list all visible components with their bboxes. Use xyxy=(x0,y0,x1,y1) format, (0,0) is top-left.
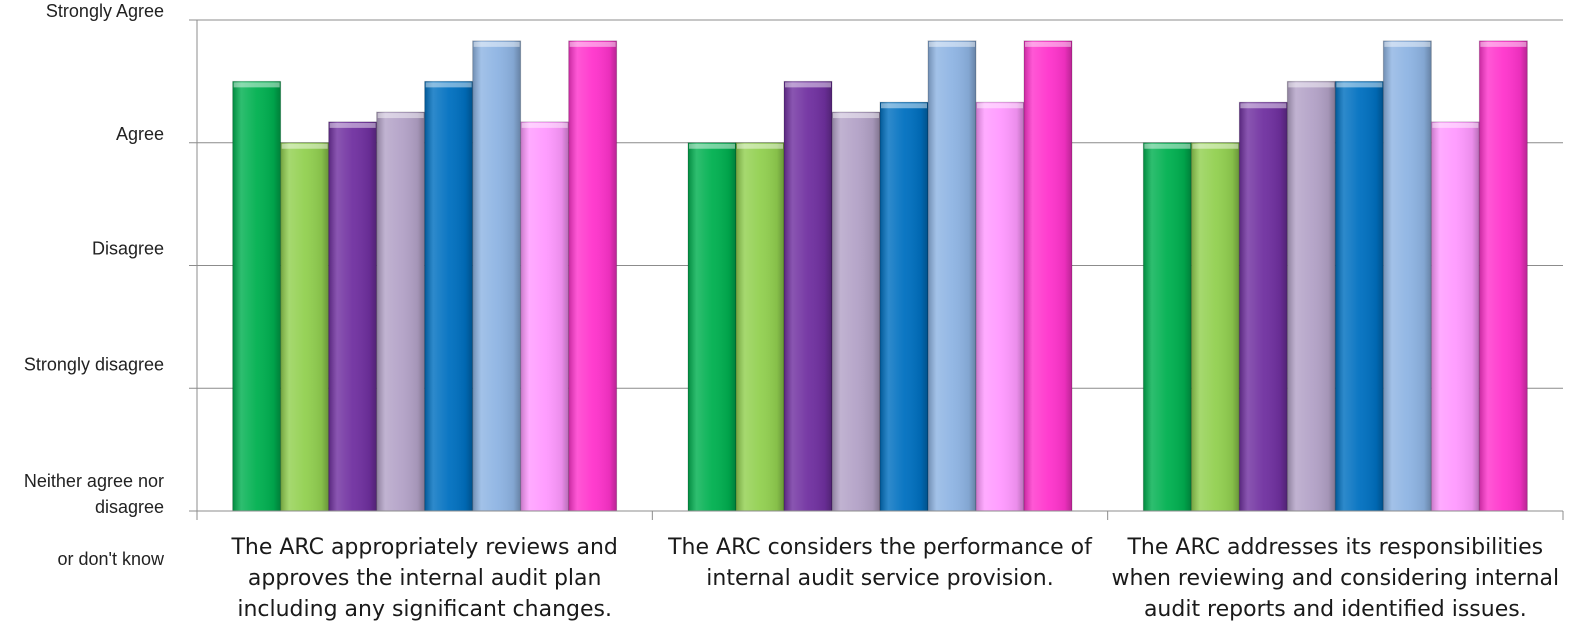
bar xyxy=(879,101,929,512)
bar-shade xyxy=(232,81,281,511)
bar-shade xyxy=(568,40,617,512)
bar-highlight xyxy=(929,41,975,47)
bar-shade xyxy=(520,121,569,511)
bar-shade xyxy=(1024,40,1072,512)
bar-shade xyxy=(376,112,425,511)
bar xyxy=(280,142,330,512)
bar xyxy=(328,121,378,512)
bar xyxy=(424,80,474,512)
bar-shade xyxy=(1431,121,1480,511)
x-category-labels: The ARC appropriately reviews and approve… xyxy=(230,535,1559,622)
bar xyxy=(1334,80,1384,512)
y-tick-label: Strongly Agree xyxy=(46,1,164,21)
y-tick-label: Agree xyxy=(116,124,164,144)
bar-shade xyxy=(1287,81,1336,511)
bar-shade xyxy=(976,102,1024,512)
bar xyxy=(1430,121,1480,512)
axes xyxy=(196,20,1564,520)
bar xyxy=(831,111,881,512)
bar xyxy=(232,80,282,512)
bar-highlight xyxy=(1192,143,1239,149)
bar-shade xyxy=(736,142,784,511)
y-tick-label: Disagree xyxy=(92,239,164,259)
bar-shade xyxy=(328,121,377,511)
bar xyxy=(1190,142,1240,512)
bar-highlight xyxy=(473,41,520,47)
bar-shade xyxy=(1383,40,1432,512)
bar-highlight xyxy=(881,103,927,109)
bar-highlight xyxy=(281,143,328,149)
bar-highlight xyxy=(425,82,472,88)
bar xyxy=(472,40,522,512)
bar xyxy=(1382,40,1432,512)
bar-shade xyxy=(424,81,473,511)
bar-highlight xyxy=(1480,41,1527,47)
bar xyxy=(927,40,977,512)
bar-highlight xyxy=(521,122,568,128)
bar-highlight xyxy=(785,82,831,88)
bar-shade xyxy=(280,142,329,511)
bar-shade xyxy=(688,142,736,511)
bar-shade xyxy=(784,81,832,511)
bar xyxy=(687,142,737,512)
bar xyxy=(1478,40,1528,512)
bar xyxy=(783,80,833,512)
y-tick-labels: Strongly Agree Agree Disagree Strongly disa… xyxy=(24,1,165,569)
bar-shade xyxy=(1143,142,1192,511)
bar xyxy=(1286,80,1336,512)
bar xyxy=(1142,142,1192,512)
bar-highlight xyxy=(1288,82,1335,88)
x-category-label: The ARC addresses its responsibilities wh… xyxy=(1112,535,1560,622)
x-category-label: The ARC appropriately reviews and approve… xyxy=(230,535,617,622)
bar xyxy=(1023,40,1073,512)
bar xyxy=(735,142,785,512)
bar-highlight xyxy=(833,113,879,119)
bar xyxy=(376,111,426,512)
bar-highlight xyxy=(689,143,735,149)
bar-shade xyxy=(1479,40,1528,512)
bar-highlight xyxy=(1144,143,1191,149)
bar-highlight xyxy=(1240,103,1287,109)
bar xyxy=(568,40,618,512)
bar-shade xyxy=(928,40,976,512)
bar-highlight xyxy=(377,113,424,119)
bar xyxy=(1238,101,1288,512)
bar-highlight xyxy=(737,143,783,149)
bar-highlight xyxy=(329,122,376,128)
bar-highlight xyxy=(1025,41,1071,47)
y-tick-label: Neither agree nor disagree or don't know xyxy=(24,471,165,569)
bar-highlight xyxy=(1432,122,1479,128)
bars xyxy=(232,40,1528,512)
bar-shade xyxy=(1239,102,1288,512)
x-category-label: The ARC considers the performance of inte… xyxy=(667,535,1093,591)
bar-highlight xyxy=(1336,82,1383,88)
bar-shade xyxy=(1335,81,1384,511)
bar xyxy=(520,121,570,512)
bar xyxy=(975,101,1025,512)
bar-highlight xyxy=(977,103,1023,109)
bar-shade xyxy=(1191,142,1240,511)
bar-highlight xyxy=(233,82,280,88)
bar-shade xyxy=(832,112,880,511)
bar-shade xyxy=(880,102,928,512)
bar-highlight xyxy=(569,41,616,47)
bar-shade xyxy=(472,40,521,512)
y-tick-label: Strongly disagree xyxy=(24,354,164,374)
bar-highlight xyxy=(1384,41,1431,47)
